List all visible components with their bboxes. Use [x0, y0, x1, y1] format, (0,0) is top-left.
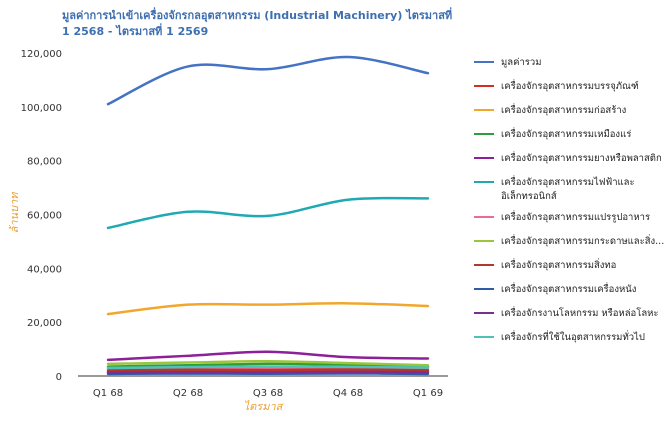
legend-label: เครื่องจักรอุตสาหกรรมกระดาษและสิ่ง...: [501, 234, 664, 247]
chart-title: มูลค่าการนำเข้าเครื่องจักรกลอุตสาหกรรม (…: [62, 9, 453, 38]
legend-label: เครื่องจักรอุตสาหกรรมไฟฟ้าและ: [501, 175, 635, 188]
y-tick-label: 60,000: [27, 211, 62, 222]
x-axis-title: ไตรมาส: [244, 400, 285, 413]
y-tick-label: 100,000: [21, 103, 62, 114]
legend-label: มูลค่ารวม: [501, 57, 541, 68]
y-axis-title: ล้านบาท: [8, 192, 21, 234]
series-line: [106, 366, 430, 371]
legend-label: เครื่องจักรอุตสาหกรรมสิ่งทอ: [501, 258, 616, 271]
legend-label: เครื่องจักรงานโลหกรรม หรือหล่อโลหะ: [501, 306, 659, 319]
series-line: [106, 365, 430, 370]
series-line: [106, 368, 430, 372]
legend-label: เครื่องจักรอุตสาหกรรมบรรจุภัณฑ์: [501, 79, 639, 92]
legend-label: เครื่องจักรอุตสาหกรรมเครื่องหนัง: [501, 282, 636, 295]
y-tick-label: 40,000: [27, 264, 62, 275]
legend-label: เครื่องจักรอุตสาหกรรมยางหรือพลาสติก: [501, 151, 662, 164]
legend: มูลค่ารวมเครื่องจักรอุตสาหกรรมบรรจุภัณฑ์…: [474, 57, 664, 343]
x-tick-label: Q3 68: [253, 388, 283, 399]
x-tick-label: Q1 69: [413, 388, 443, 399]
series-lines: [106, 55, 430, 376]
series-line: [106, 302, 430, 316]
legend-label: เครื่องจักรอุตสาหกรรมก่อสร้าง: [501, 103, 626, 116]
x-tick-label: Q1 68: [93, 388, 123, 399]
series-line: [106, 55, 430, 106]
x-axis-ticks: Q1 68 Q2 68 Q3 68 Q4 68 Q1 69: [93, 388, 443, 399]
series-line: [106, 196, 430, 230]
x-tick-label: Q2 68: [173, 388, 203, 399]
series-line: [106, 362, 430, 368]
x-tick-label: Q4 68: [333, 388, 363, 399]
y-tick-label: 20,000: [27, 318, 62, 329]
legend-label: เครื่องจักรอุตสาหกรรมแปรรูปอาหาร: [501, 210, 650, 223]
y-tick-label: 80,000: [27, 157, 62, 168]
y-tick-label: 0: [56, 372, 62, 383]
series-line: [106, 359, 430, 367]
y-tick-label: 120,000: [21, 49, 62, 60]
series-line: [106, 350, 430, 362]
legend-label: เครื่องจักรที่ใช้ในอุตสาหกรรมทั่วไป: [501, 330, 645, 343]
legend-label: อิเล็กทรอนิกส์: [501, 189, 557, 202]
series-line: [106, 370, 430, 375]
y-axis-ticks: 0 20,000 40,000 60,000 80,000 100,000 120,000: [21, 49, 62, 383]
legend-label: เครื่องจักรอุตสาหกรรมเหมืองแร่: [501, 127, 631, 140]
